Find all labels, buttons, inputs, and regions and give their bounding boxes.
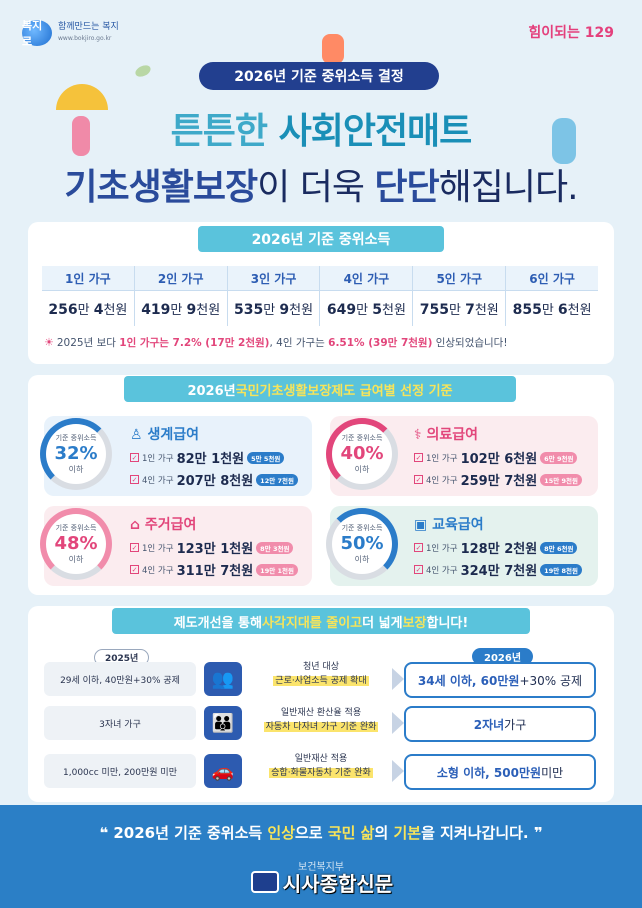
housing-percent-ring: 기준 중위소득 48% 이하	[40, 508, 112, 580]
median-income-table: 1인 가구 2인 가구 3인 가구 4인 가구 5인 가구 6인 가구 256만…	[42, 266, 598, 326]
headline-line2: 기초생활보장이 더욱 단단해집니다.	[64, 167, 578, 208]
income-value: 535만 9천원	[226, 290, 320, 326]
lightbulb-icon: ☀	[44, 336, 54, 349]
household-header: 6인 가구	[505, 266, 598, 292]
median-income-ribbon: 2026년 기준 중위소득	[198, 226, 444, 252]
old-criteria-box: 29세 이하, 40만원+30% 공제	[44, 662, 196, 696]
income-value: 649만 5천원	[319, 290, 413, 326]
person-icon: ♙	[130, 427, 148, 443]
livelihood-percent-ring: 기준 중위소득 32% 이하	[40, 418, 112, 490]
bokjiro-logo-mark: 복지로	[22, 19, 52, 48]
check-icon: ✓	[130, 543, 139, 552]
household-header: 3인 가구	[226, 266, 320, 292]
footer-slogan: ❝ 2026년 기준 중위소득 인상으로 국민 삶의 기본을 지켜나갑니다. ❞	[99, 824, 543, 842]
129-logo: 힘이되는 129	[528, 25, 614, 41]
housing-benefit-title: ⌂ 주거급여	[130, 517, 197, 533]
benefit-line: ✓ 4인 가구 259만 7천원 15만 9천원	[414, 470, 582, 489]
household-header: 5인 가구	[412, 266, 506, 292]
benefit-line: ✓ 1인 가구 82만 1천원 5만 5천원	[130, 448, 285, 467]
check-icon: ✓	[130, 475, 139, 484]
child-illustration	[322, 34, 344, 64]
new-criteria-box: 2자녀 가구	[404, 706, 596, 742]
income-value: 419만 9천원	[133, 290, 228, 326]
year-2026-label: 2026년	[472, 648, 534, 665]
child-illustration	[72, 116, 90, 156]
benefit-line: ✓ 1인 가구 123만 1천원 8만 3천원	[130, 538, 294, 557]
benefit-line: ✓ 1인 가구 128만 2천원 8만 6천원	[414, 538, 578, 557]
benefit-line: ✓ 1인 가구 102만 6천원 6만 9천원	[414, 448, 578, 467]
house-icon: ⌂	[130, 517, 145, 533]
medical-percent-ring: 기준 중위소득 40% 이하	[326, 418, 398, 490]
press-logo-icon	[250, 871, 279, 893]
income-value: 256만 4천원	[48, 302, 128, 319]
income-value: 755만 7천원	[412, 290, 506, 326]
check-icon: ✓	[130, 453, 139, 462]
medical-benefit-title: ⚕ 의료급여	[414, 427, 478, 443]
check-icon: ✓	[414, 453, 423, 462]
benefit-line: ✓ 4인 가구 324만 7천원 19만 8천원	[414, 560, 582, 579]
improvements-ribbon: 제도개선을 통해 사각지대를 줄이고 더 넓게 보장 합니다!	[112, 608, 530, 634]
increase-note: ☀ 2025년 보다 1인 가구는 7.2% (17만 2천원), 4인 가구는 …	[44, 336, 508, 349]
year-2025-label: 2025년	[94, 649, 150, 666]
income-value: 855만 6천원	[505, 290, 598, 326]
check-icon: ✓	[414, 475, 423, 484]
old-criteria-box: 1,000cc 미만, 200만원 미만	[44, 754, 196, 788]
education-percent-ring: 기준 중위소득 50% 이하	[326, 508, 398, 580]
youth-icon: 👥	[204, 662, 242, 696]
household-header: 4인 가구	[319, 266, 413, 292]
new-criteria-box: 소형 이하, 500만원 미만	[404, 754, 596, 790]
benefit-line: ✓ 4인 가구 207만 8천원 12만 7천원	[130, 470, 298, 489]
criteria-ribbon: 2026년 국민기초생활보장제도 급여별 선정 기준	[124, 376, 516, 402]
ministry-logo: 보건복지부	[298, 862, 344, 873]
year-badge: 2026년 기준 중위소득 결정	[199, 62, 439, 90]
quote-icon: ❞	[528, 824, 543, 842]
improvement-description: 일반재산 환산율 적용 자동차 다자녀 가구 기준 완화	[263, 708, 379, 732]
household-header: 1인 가구	[42, 266, 135, 292]
check-icon: ✓	[414, 543, 423, 552]
bottom-band	[0, 805, 642, 908]
old-criteria-box: 3자녀 가구	[44, 706, 196, 740]
education-benefit-title: ▣ 교육급여	[414, 517, 484, 533]
improvement-description: 일반재산 적용 승합·화물자동차 기준 완화	[269, 754, 373, 778]
household-header: 2인 가구	[133, 266, 228, 292]
bokjiro-logo[interactable]: 복지로 함께만드는 복지 www.bokjiro.go.kr	[22, 19, 119, 48]
school-icon: ▣	[414, 517, 433, 533]
check-icon: ✓	[130, 565, 139, 574]
leaf-icon	[133, 63, 153, 79]
headline-line1: 튼튼한 사회안전매트	[170, 111, 473, 152]
benefit-line: ✓ 4인 가구 311만 7천원 19만 1천원	[130, 560, 298, 579]
child-illustration	[552, 118, 576, 164]
family-icon: 👪	[204, 706, 242, 740]
press-watermark: 시사종합신문	[242, 866, 402, 898]
new-criteria-box: 34세 이하, 60만원 +30% 공제	[404, 662, 596, 698]
livelihood-benefit-title: ♙ 생계급여	[130, 427, 199, 443]
stethoscope-icon: ⚕	[414, 427, 427, 443]
quote-icon: ❝	[99, 824, 114, 842]
check-icon: ✓	[414, 565, 423, 574]
improvement-description: 청년 대상 근로·사업소득 공제 확대	[273, 662, 369, 686]
bokjiro-tagline: 함께만드는 복지 www.bokjiro.go.kr	[58, 22, 119, 42]
car-icon: 🚗	[204, 754, 242, 788]
